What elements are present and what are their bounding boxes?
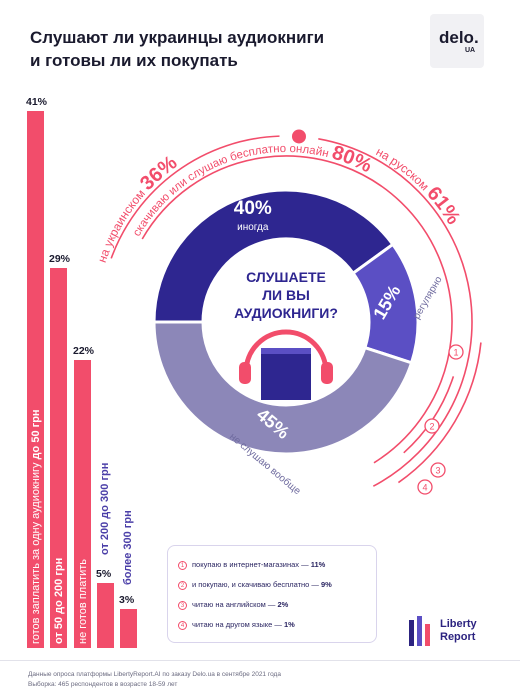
footer-divider [0,660,520,661]
arc-junction-dot [291,129,306,144]
legend-marker-3: 3 [178,600,187,610]
arc-line-download [141,155,453,464]
legend-value-4: 1% [284,620,295,629]
arc-marker-label-4: 4 [422,483,427,493]
page-title: Слушают ли украинцы аудиокниги и готовы … [30,26,410,72]
title-line-1: Слушают ли украинцы аудиокниги [30,28,325,47]
legend-text-2: и покупаю, и скачиваю бесплатно — [192,580,321,589]
legend-value-3: 2% [277,600,289,609]
arc-line-ukrainian [110,135,280,259]
arc-line-outer-lower [397,342,482,484]
bar-1 [27,111,44,648]
legend-text-4: читаю на другом языке — [192,620,285,629]
bar-3 [74,359,91,648]
arc-marker-label-2: 2 [429,422,434,432]
donut-center-title-line-1: СЛУШАЕТЕ [246,269,326,285]
donut-slice-3 [152,320,414,456]
bar-value-label-4: 5% [96,567,112,580]
headphones-book-icon [239,329,333,400]
arc-marker-3 [430,462,446,478]
donut-center-title-line-3: АУДИОКНИГИ? [234,305,338,321]
liberty-line-1: Liberty [440,618,477,630]
arc-marker-label-3: 3 [435,466,440,476]
bar-2 [50,268,67,648]
logo-main-text: delo. [439,28,479,47]
arc-text-russian: на русском 61% [374,145,465,229]
legend-item-2: 2 и покупаю, и скачиваю бесплатно — 9% [178,580,332,590]
donut-slice-1 [152,188,395,324]
liberty-line-2: Report [440,631,476,643]
bar-value-label-3: 22% [73,344,95,357]
arc-marker-label-1: 1 [453,348,458,358]
legend-marker-1: 1 [178,560,187,570]
legend-text-1: покупаю в интернет-магазинах — [192,560,311,569]
legend-box: 1 покупаю в интернет-магазинах — 11% 2 и п… [167,545,377,643]
legend-item-3: 3 читаю на английском — 2% [178,600,288,610]
donut-label-1: иногда [237,222,269,233]
arc-marker-1 [448,344,464,360]
bar-value-label-5: 3% [119,593,135,606]
legend-value-1: 11% [310,560,326,569]
bar-4 [97,582,114,648]
donut-center-title-line-2: ЛИ ВЫ [262,287,310,303]
legend-item-1: 1 покупаю в интернет-магазинах — 11% [178,560,325,570]
legend-marker-2: 2 [178,580,187,590]
bar-value-label-2: 29% [49,253,71,266]
arc-lines: 1 2 34 [110,129,482,495]
arc-line-russian [318,138,473,487]
legend-value-2: 9% [321,580,332,589]
arc-marker-4 [417,479,433,495]
bar-5 [120,608,137,648]
footer-line-1: Данные опроса платформы LibertyReport.AI… [28,671,281,678]
donut-value-1: 40% [234,198,272,219]
title-line-2: и готовы ли их покупать [30,51,238,70]
logo-sub-text: UA [465,47,476,54]
arc-marker-2 [424,418,440,434]
arc-download-value: 80% [329,142,375,178]
footer-line-2: Выборка: 465 респондентов в возрасте 18-… [28,681,178,688]
arc-line-inner-lower [403,376,455,454]
liberty-logo-icon [409,616,430,646]
liberty-report-logo: Liberty Report [407,612,497,652]
bar-value-label-1: 41% [26,96,48,108]
legend-text-3: читаю на английском — [192,600,278,609]
legend-marker-4: 4 [178,620,187,630]
delo-logo: delo. UA [430,14,484,68]
liberty-logo-text: Liberty Report [440,618,477,644]
legend-item-4: 4 читаю на другом языке — 1% [178,620,295,630]
footer-note: Данные опроса платформы LibertyReport.AI… [28,670,281,690]
